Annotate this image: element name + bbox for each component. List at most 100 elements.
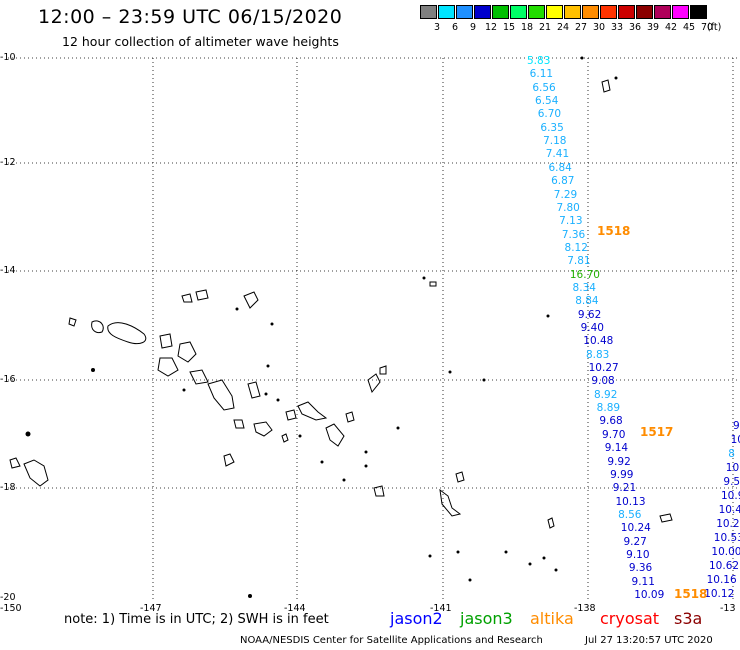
wave-height-value: 10.13 <box>615 495 646 508</box>
wave-height-value: 8.83 <box>585 348 610 361</box>
wave-height-value: 10. <box>725 462 740 474</box>
map-note: note: 1) Time is in UTC; 2) SWH is in fe… <box>64 612 329 627</box>
wave-height-value: 5.83 <box>527 55 551 67</box>
wave-height-value: 9.5 <box>723 476 740 488</box>
longitude-label: -150 <box>0 603 22 614</box>
wave-height-value: 10.53 <box>713 532 740 544</box>
wave-height-value: 9.62 <box>577 308 602 321</box>
wave-height-value: 9.70 <box>602 428 626 441</box>
color-scale-label: 3 <box>433 22 441 33</box>
wave-height-value: 9 <box>733 420 740 432</box>
color-scale-label: 27 <box>574 22 588 33</box>
map-title: 12:00 – 23:59 UTC 06/15/2020 <box>38 6 343 28</box>
color-scale-swatch <box>618 5 635 19</box>
wave-height-value: 8.12 <box>564 241 588 254</box>
latitude-label: -20 <box>0 592 16 603</box>
track-label: 1517 <box>640 425 674 439</box>
wave-height-value: 9.10 <box>626 548 650 561</box>
wave-height-value: 9.27 <box>623 535 647 548</box>
wave-height-value: 8.84 <box>575 295 599 308</box>
color-scale-legend: 3 6 9 12 15 18 21 24 27 30 33 36 39 42 45 70 (ft) <box>420 5 730 35</box>
wave-height-value: 7.36 <box>561 228 586 241</box>
color-scale-label: 30 <box>592 22 606 33</box>
wave-height-value: 10.24 <box>620 522 651 535</box>
wave-height-value: 8.89 <box>596 402 621 415</box>
color-scale-swatch <box>474 5 491 19</box>
color-scale-label: 36 <box>628 22 642 33</box>
color-scale-label: 6 <box>451 22 459 33</box>
wave-height-value: 8.92 <box>594 388 618 401</box>
track-label: 1518 <box>674 587 708 601</box>
color-scale-swatch <box>654 5 671 19</box>
wave-height-value: 10.27 <box>588 362 619 375</box>
wave-height-value: 6.70 <box>537 108 562 121</box>
wave-height-value: 9.40 <box>580 322 604 334</box>
color-scale-swatch <box>510 5 527 19</box>
wave-height-value: 6.11 <box>529 68 554 81</box>
wave-height-value: 10.46 <box>718 504 740 516</box>
color-scale-swatch <box>456 5 473 19</box>
wave-height-value: 7.81 <box>567 255 591 268</box>
wave-height-value: 8.56 <box>618 508 642 521</box>
longitude-label: -13 <box>720 603 736 614</box>
wave-height-value: 6.84 <box>548 161 572 174</box>
wave-height-value: 8 <box>728 448 735 460</box>
color-scale-swatch <box>636 5 653 19</box>
color-scale-label: 21 <box>538 22 552 33</box>
longitude-label: -147 <box>140 603 162 614</box>
latitude-label: -14 <box>0 265 16 276</box>
latitude-label: -12 <box>0 157 16 168</box>
color-scale-label: 39 <box>646 22 660 33</box>
color-scale-swatch <box>672 5 689 19</box>
wave-height-value: 9.99 <box>610 468 634 481</box>
color-scale-label: 18 <box>520 22 534 33</box>
wave-height-value: 6.54 <box>535 95 559 108</box>
color-scale-label: 9 <box>469 22 477 33</box>
color-scale-label: 24 <box>556 22 570 33</box>
wave-height-value: 9.68 <box>599 415 623 428</box>
wave-height-value: 10.9 <box>721 490 740 502</box>
legend-jason2: jason2 <box>390 609 443 628</box>
color-scale-swatch <box>564 5 581 19</box>
wave-height-value: 7.13 <box>559 215 583 228</box>
wave-height-value: 10 <box>730 434 740 446</box>
color-scale-label: 70 <box>700 22 714 33</box>
color-scale-swatch <box>420 5 437 19</box>
track-label: 1518 <box>597 224 631 238</box>
wave-height-value: 7.80 <box>556 201 580 214</box>
map-subtitle: 12 hour collection of altimeter wave hei… <box>62 34 339 49</box>
wave-height-value: 10.28 <box>716 518 740 530</box>
color-scale-label: 45 <box>682 22 696 33</box>
generated-timestamp: Jul 27 13:20:57 UTC 2020 <box>585 635 713 646</box>
color-scale-swatch <box>690 5 707 19</box>
wave-height-value: 10.09 <box>634 589 665 601</box>
wave-height-value: 7.18 <box>543 135 567 148</box>
longitude-label: -141 <box>430 603 452 614</box>
longitude-label: -138 <box>574 603 596 614</box>
wave-height-value: 6.35 <box>540 121 564 134</box>
color-scale-swatch <box>582 5 599 19</box>
wave-height-value: 9.14 <box>604 442 629 455</box>
legend-altika: altika <box>530 609 574 628</box>
wave-height-value: 10.00 <box>711 546 740 558</box>
wave-height-value: 10.48 <box>583 335 614 348</box>
color-scale-swatch <box>546 5 563 19</box>
wave-height-value: 10.16 <box>706 574 737 586</box>
color-scale-label: 42 <box>664 22 678 33</box>
legend-cryosat: cryosat <box>600 609 660 628</box>
islands <box>9 79 673 529</box>
color-scale-swatch <box>438 5 455 19</box>
latitude-label: -18 <box>0 482 16 493</box>
color-scale-swatch <box>528 5 545 19</box>
wave-height-value: 9.36 <box>628 562 653 575</box>
latitude-label: -10 <box>0 52 16 63</box>
color-scale-swatch <box>600 5 617 19</box>
wave-height-value: 6.56 <box>532 81 556 94</box>
wave-height-value: 9.21 <box>612 482 637 495</box>
wave-height-value: 10.62 <box>709 560 740 572</box>
wave-height-value: 6.87 <box>551 175 575 188</box>
wave-height-value: 9.08 <box>591 375 615 388</box>
color-scale-swatch <box>492 5 509 19</box>
legend-jason3: jason3 <box>460 609 513 628</box>
